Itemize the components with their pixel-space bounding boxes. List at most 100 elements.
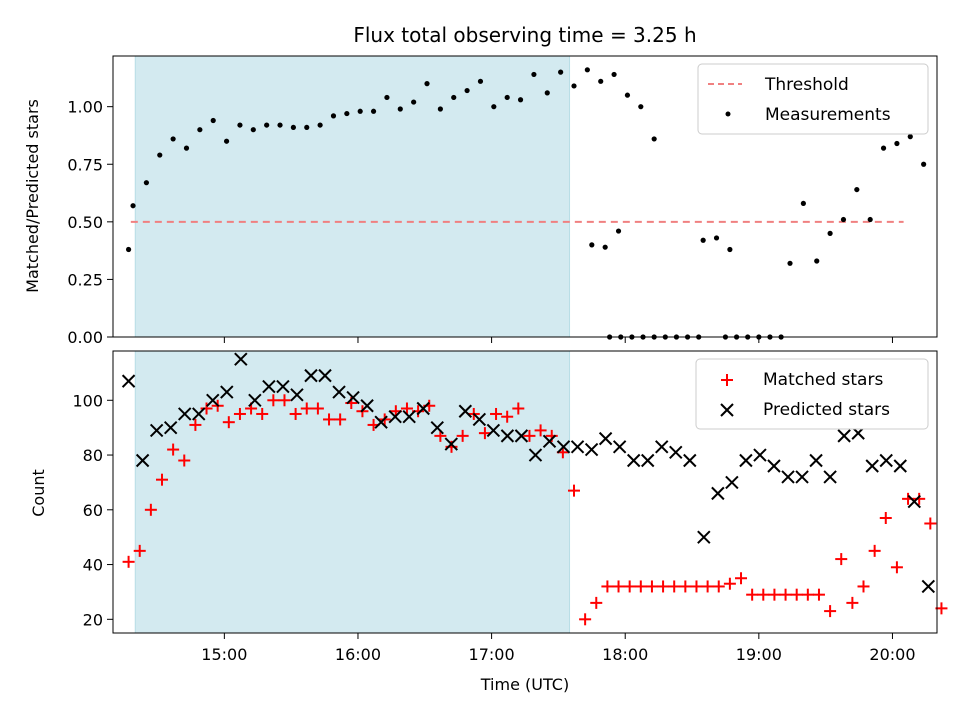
predicted-point xyxy=(458,404,473,418)
measurement-point xyxy=(517,97,524,103)
matched-point xyxy=(133,544,146,557)
measurement-point xyxy=(317,122,323,128)
measurement-point xyxy=(397,106,403,112)
measurement-point xyxy=(854,186,860,193)
predicted-point xyxy=(135,453,150,468)
predicted-point xyxy=(416,401,430,416)
predicted-point xyxy=(192,407,206,421)
predicted-point xyxy=(697,530,711,544)
matched-point xyxy=(501,410,514,423)
predicted-point xyxy=(332,385,346,399)
matched-point xyxy=(890,561,903,574)
matched-point xyxy=(144,503,157,516)
predicted-point xyxy=(262,379,276,394)
predicted-point xyxy=(739,453,753,468)
y-tick-label: 100 xyxy=(72,391,103,410)
predicted-point xyxy=(683,453,697,468)
predicted-point xyxy=(220,385,234,399)
matched-point xyxy=(645,580,658,593)
predicted-point xyxy=(528,448,543,462)
top-y-axis-label: Matched/Predicted stars xyxy=(23,99,42,293)
predicted-point xyxy=(626,453,641,468)
bottom-axes-frame xyxy=(112,350,938,634)
measurement-point xyxy=(183,145,190,151)
matched-point xyxy=(300,402,313,415)
matched-point xyxy=(779,588,792,601)
x-tick-label: 18:00 xyxy=(602,645,648,664)
x-axis-label: Time (UTC) xyxy=(480,675,569,694)
observing-window-shade-bottom xyxy=(134,350,571,634)
measurement-point xyxy=(531,71,537,78)
matched-point xyxy=(334,413,347,426)
matched-point xyxy=(812,588,825,601)
matched-point xyxy=(746,588,759,601)
predicted-point xyxy=(556,440,571,454)
x-tick-label: 15:00 xyxy=(201,645,247,664)
matched-point xyxy=(924,517,937,530)
matched-point xyxy=(801,588,814,601)
predicted-point xyxy=(809,453,823,468)
predicted-point xyxy=(655,440,669,454)
measurement-point xyxy=(638,104,644,110)
predicted-point xyxy=(893,459,907,473)
measurement-point xyxy=(357,108,363,114)
matched-point xyxy=(534,424,547,437)
measurement-point xyxy=(223,138,230,144)
predicted-point xyxy=(612,440,627,454)
x-tick-label: 19:00 xyxy=(736,645,782,664)
matched-point xyxy=(846,596,859,609)
predicted-point xyxy=(206,393,220,407)
predicted-point xyxy=(318,368,332,383)
matched-point xyxy=(623,580,636,593)
predicted-point xyxy=(725,475,739,490)
predicted-point xyxy=(795,470,809,484)
predicted-point xyxy=(304,368,318,383)
measurement-point xyxy=(867,216,873,223)
x-tick-label: 16:00 xyxy=(335,645,381,664)
matched-point xyxy=(835,553,848,566)
measurement-point xyxy=(143,180,150,186)
legend-threshold-label: Threshold xyxy=(764,75,849,95)
predicted-point xyxy=(444,437,458,451)
predicted-point xyxy=(514,429,529,443)
measurement-point xyxy=(713,235,720,241)
measurement-point xyxy=(290,124,296,131)
predicted-point xyxy=(402,410,416,424)
measurement-point xyxy=(237,122,243,128)
matched-point xyxy=(590,596,603,609)
shaded-span xyxy=(134,350,571,634)
matched-point xyxy=(233,407,246,420)
predicted-point xyxy=(486,423,501,438)
predicted-point xyxy=(570,440,585,454)
predicted-point xyxy=(598,431,613,446)
matched-point xyxy=(634,580,647,593)
matched-point xyxy=(289,407,302,420)
measurement-point xyxy=(571,83,577,89)
bottom-legend-box xyxy=(695,358,929,430)
matched-point xyxy=(757,588,770,601)
measurement-point xyxy=(787,260,793,266)
measurement-point xyxy=(921,161,927,167)
top-axes-frame xyxy=(112,55,938,338)
matched-point xyxy=(913,492,926,505)
measurement-point xyxy=(907,134,913,140)
matched-point xyxy=(768,588,781,601)
measurement-point xyxy=(330,113,337,119)
predicted-point xyxy=(346,390,360,405)
measurement-point xyxy=(624,92,631,98)
matched-point xyxy=(256,407,269,420)
x-tick-label: 17:00 xyxy=(469,645,515,664)
matched-point xyxy=(579,613,592,626)
measurement-point xyxy=(277,122,283,128)
legend-measurements-label: Measurements xyxy=(765,105,891,125)
predicted-point xyxy=(837,429,851,443)
measurement-point xyxy=(584,67,590,73)
chart-title: Flux total observing time = 3.25 h xyxy=(353,23,696,47)
predicted-point xyxy=(178,407,192,421)
y-tick-label: 0.75 xyxy=(67,155,103,174)
matched-point xyxy=(868,544,881,557)
measurement-point xyxy=(437,106,443,112)
measurement-point xyxy=(411,99,417,105)
matched-point xyxy=(701,580,714,593)
